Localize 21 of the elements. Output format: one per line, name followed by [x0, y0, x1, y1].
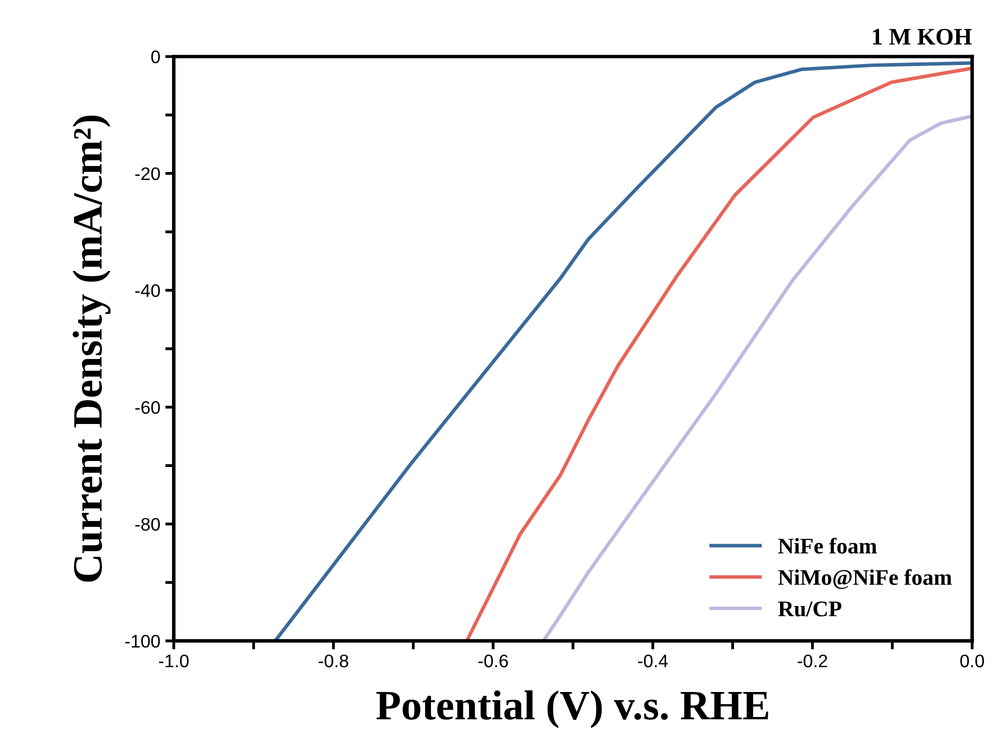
line-series [273, 61, 972, 641]
x-tick-label: -1.0 [159, 654, 189, 668]
legend-label: Ru/CP [778, 601, 842, 616]
x-axis-title: Potential (V) v.s. RHE [376, 690, 768, 728]
line-series [465, 66, 972, 641]
x-tick-label: -0.8 [318, 654, 348, 668]
y-axis-title: Current Density (mA/cm²) [72, 116, 111, 582]
x-tick-label: -0.6 [478, 654, 508, 668]
y-tick-label: -60 [135, 401, 160, 414]
line-series [542, 114, 972, 641]
y-tick-label: -20 [135, 167, 160, 180]
y-tick-label: 0 [151, 50, 160, 64]
legend-label: NiMo@NiFe foam [778, 569, 952, 589]
legend-label: NiFe foam [778, 538, 877, 554]
y-tick-label: -40 [135, 284, 160, 298]
x-tick-label: -0.2 [798, 654, 828, 668]
x-tick-label: -0.4 [638, 654, 668, 668]
text: 1 M KOH [873, 28, 972, 45]
y-tick-label: -100 [125, 634, 160, 648]
x-tick-label: 0.0 [960, 654, 984, 668]
y-tick-label: -80 [135, 518, 160, 531]
